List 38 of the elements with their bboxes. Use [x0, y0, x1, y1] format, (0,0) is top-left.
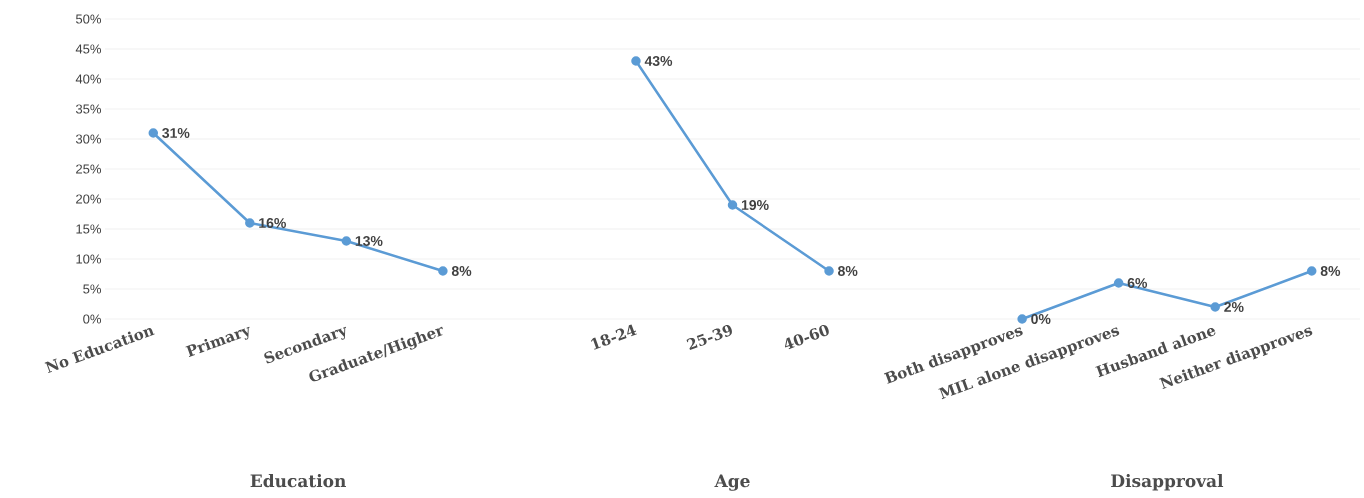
point — [341, 236, 352, 246]
text: Disapproval — [1111, 474, 1224, 491]
data-label: 13% — [355, 236, 383, 246]
point — [824, 266, 834, 276]
point — [148, 128, 159, 138]
point — [1113, 278, 1124, 288]
point — [438, 266, 448, 276]
data-label: 43% — [644, 56, 673, 66]
y-tick-label: 50% — [75, 14, 102, 24]
point — [631, 56, 641, 66]
y-tick-label: 15% — [76, 224, 102, 234]
y-tick-label: 5% — [83, 284, 102, 294]
point — [727, 200, 738, 210]
y-tick-label: 30% — [75, 134, 102, 144]
y-tick-label: 20% — [76, 194, 102, 204]
data-label: 0% — [1031, 314, 1051, 324]
y-tick-label: 45% — [75, 44, 102, 54]
x-tick-label: 40-60 — [784, 324, 829, 350]
data-label: 31% — [162, 128, 190, 138]
point — [1210, 302, 1220, 312]
text: Education — [250, 474, 346, 488]
data-label: 8% — [451, 266, 472, 276]
text: Age — [714, 474, 750, 491]
data-label: 16% — [259, 218, 286, 228]
data-label: 2% — [1224, 302, 1244, 312]
y-tick-label: 10% — [76, 254, 102, 264]
data-label: 8% — [1320, 266, 1341, 276]
data-label: 19% — [741, 200, 769, 210]
y-tick-label: 25% — [76, 164, 102, 174]
y-tick-label: 35% — [75, 104, 102, 114]
x-tick-label: 25-39 — [686, 325, 732, 351]
y-tick-label: 0% — [83, 314, 102, 324]
data-label: 8% — [838, 266, 858, 276]
point — [1017, 314, 1027, 324]
y-tick-label: 40% — [75, 74, 102, 84]
point — [245, 218, 255, 228]
point — [1306, 266, 1317, 276]
data-label: 6% — [1127, 278, 1148, 288]
